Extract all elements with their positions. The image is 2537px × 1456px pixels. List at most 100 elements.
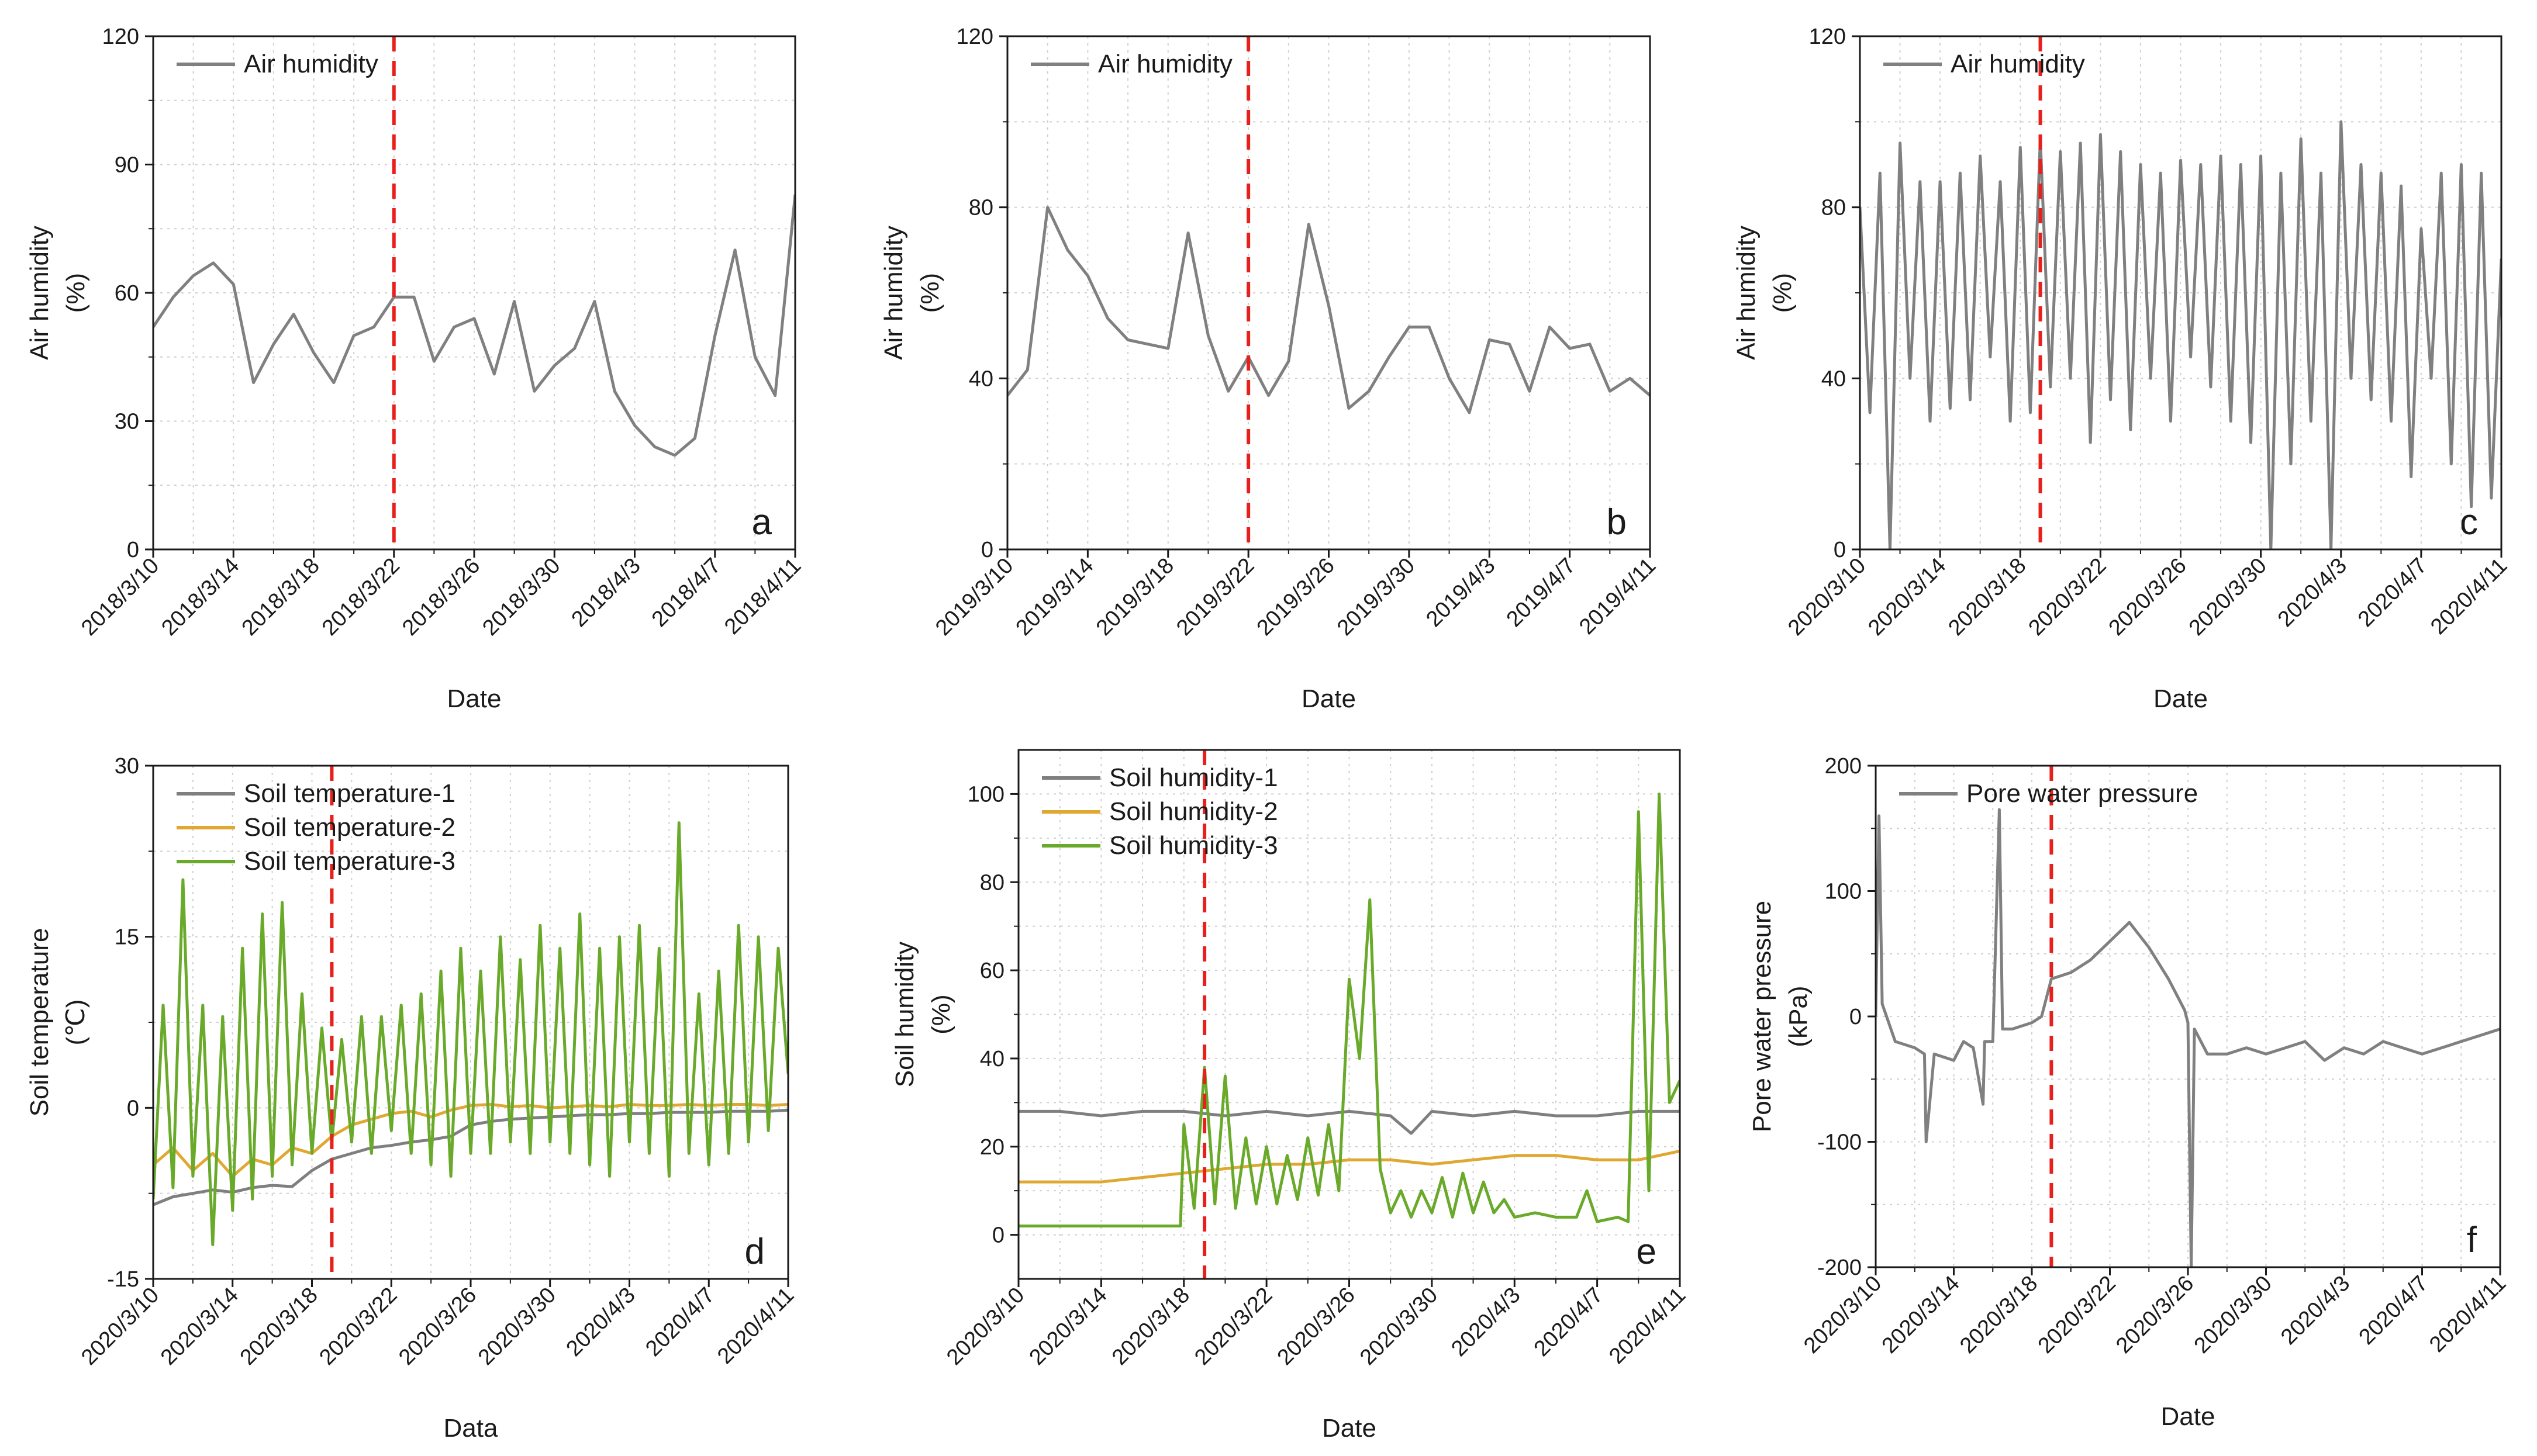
- panel-letter: b: [1607, 502, 1627, 542]
- x-tick-label: 2020/3/26: [2111, 1271, 2198, 1358]
- chart-panel-f: -200-10001002002020/3/102020/3/142020/3/…: [1748, 754, 2511, 1431]
- x-tick-label: 2019/3/26: [1252, 554, 1340, 641]
- series-line-pore-water-pressure: [1876, 808, 2500, 1267]
- x-tick-label: 2018/3/30: [478, 554, 565, 641]
- grid-lines: [153, 766, 788, 1279]
- y-tick-label: 120: [1809, 25, 1846, 49]
- y-tick-label: 200: [1825, 754, 1862, 779]
- legend: Air humidity: [1031, 50, 1233, 78]
- x-tick-label: 2020/4/7: [2355, 1271, 2433, 1350]
- y-tick-label: -200: [1817, 1256, 1862, 1280]
- x-axis-title: Data: [444, 1414, 498, 1443]
- series-line-soil-humidity-3: [1019, 792, 1680, 1227]
- y-axis-title: Soil temperature: [25, 928, 54, 1117]
- chart-panel-b: 040801202019/3/102019/3/142019/3/182019/…: [879, 25, 1661, 713]
- y-axis-unit: (kPa): [1784, 985, 1813, 1047]
- y-tick-label: 20: [980, 1135, 1005, 1160]
- y-tick-label: 60: [115, 281, 139, 306]
- y-tick-label: -100: [1817, 1130, 1862, 1155]
- y-tick-label: 120: [102, 25, 139, 49]
- x-tick-label: 2018/3/26: [398, 554, 485, 641]
- y-tick-label: 0: [127, 1096, 139, 1120]
- legend: Soil temperature-1 Soil temperature-2 Soil…: [177, 779, 455, 876]
- legend: Air humidity: [1883, 50, 2085, 78]
- legend-entry: Soil temperature-3: [244, 847, 455, 876]
- y-axis-title: Air humidity: [1732, 226, 1761, 360]
- y-axis-unit: (%): [61, 273, 90, 313]
- y-tick-label: 0: [992, 1223, 1005, 1248]
- y-axis-unit: (%): [927, 994, 955, 1034]
- legend: Pore water pressure: [1899, 779, 2198, 808]
- series-line-soil-temperature-2: [153, 1103, 788, 1178]
- panel-letter: a: [752, 502, 772, 542]
- y-tick-label: 80: [969, 196, 993, 220]
- legend-entry: Air humidity: [1098, 50, 1233, 78]
- y-tick-label: 30: [115, 410, 139, 434]
- series-line-soil-temperature-3: [153, 821, 788, 1246]
- x-tick-label: 2020/3/22: [2034, 1271, 2121, 1358]
- x-tick-label: 2020/3/18: [1107, 1283, 1195, 1370]
- y-tick-label: -15: [107, 1267, 139, 1292]
- grid-lines: [1019, 750, 1680, 1279]
- chart-panel-e: 0204060801002020/3/102020/3/142020/3/182…: [890, 749, 1690, 1443]
- x-tick-label: 2019/4/3: [1421, 554, 1500, 632]
- x-tick-label: 2020/4/3: [2276, 1271, 2355, 1350]
- x-tick-label: 2020/4/11: [2425, 1271, 2511, 1357]
- series-line-air-humidity: [153, 194, 795, 457]
- x-tick-label: 2020/3/14: [156, 1283, 243, 1370]
- x-tick-label: 2020/3/18: [1955, 1271, 2042, 1358]
- y-axis-unit: (%): [1768, 273, 1797, 313]
- x-tick-label: 2020/3/22: [1190, 1283, 1277, 1370]
- legend: Air humidity: [177, 50, 378, 78]
- x-axis-title: Date: [2161, 1402, 2215, 1431]
- x-tick-label: 2019/3/30: [1333, 554, 1420, 641]
- y-tick-label: 15: [115, 925, 139, 950]
- x-tick-label: 2018/3/18: [237, 554, 325, 641]
- legend: Soil humidity-1 Soil humidity-2 Soil humid…: [1042, 763, 1278, 860]
- plot-frame: [1875, 765, 2501, 1268]
- x-tick-label: 2020/3/30: [474, 1283, 561, 1370]
- x-tick-label: 2019/4/11: [1575, 554, 1661, 639]
- y-tick-label: 40: [1821, 366, 1846, 391]
- series-line-soil-humidity-1: [1019, 1109, 1680, 1135]
- chart-panel-d: -15015302020/3/102020/3/142020/3/182020/…: [25, 754, 799, 1443]
- legend-entry: Soil humidity-1: [1109, 763, 1278, 792]
- x-tick-label: 2018/4/7: [647, 554, 726, 632]
- x-tick-label: 2020/3/26: [394, 1283, 481, 1370]
- series-line-air-humidity: [1860, 120, 2501, 549]
- x-tick-label: 2020/3/10: [77, 1283, 164, 1370]
- x-tick-label: 2019/3/14: [1011, 554, 1098, 641]
- y-axis-title: Air humidity: [25, 226, 54, 360]
- y-tick-label: 80: [980, 870, 1005, 895]
- y-tick-label: 0: [127, 538, 139, 562]
- y-axis-title: Soil humidity: [890, 942, 919, 1087]
- y-axis-unit: (%): [916, 273, 944, 313]
- x-tick-label: 2020/4/11: [2426, 554, 2512, 639]
- x-tick-label: 2020/3/14: [1024, 1283, 1112, 1370]
- panel-letter: e: [1637, 1232, 1656, 1272]
- x-axis-title: Date: [1302, 684, 1356, 713]
- chart-panel-a: 03060901202018/3/102018/3/142018/3/18201…: [25, 25, 806, 713]
- x-tick-label: 2020/3/18: [236, 1283, 323, 1370]
- x-tick-label: 2020/3/14: [1863, 554, 1951, 641]
- x-tick-label: 2018/4/3: [567, 554, 646, 632]
- legend-entry: Soil temperature-1: [244, 779, 455, 808]
- panel-letter: c: [2460, 502, 2478, 542]
- x-tick-label: 2020/4/7: [1530, 1283, 1608, 1361]
- x-tick-label: 2018/3/22: [317, 554, 405, 641]
- x-tick-label: 2020/3/30: [2184, 554, 2272, 641]
- y-tick-label: 120: [957, 25, 993, 49]
- y-tick-label: 100: [968, 782, 1005, 807]
- legend-entry: Soil temperature-2: [244, 813, 455, 842]
- x-tick-label: 2020/4/7: [2353, 554, 2432, 632]
- x-tick-label: 2020/4/7: [641, 1283, 719, 1361]
- y-tick-label: 0: [981, 538, 993, 562]
- panel-letter: d: [745, 1232, 765, 1272]
- series-line-air-humidity: [1007, 206, 1650, 414]
- x-tick-label: 2019/3/18: [1092, 554, 1179, 641]
- y-tick-label: 0: [1834, 538, 1846, 562]
- x-tick-label: 2020/3/10: [942, 1283, 1029, 1370]
- y-tick-label: 40: [969, 366, 993, 391]
- y-tick-label: 80: [1821, 196, 1846, 220]
